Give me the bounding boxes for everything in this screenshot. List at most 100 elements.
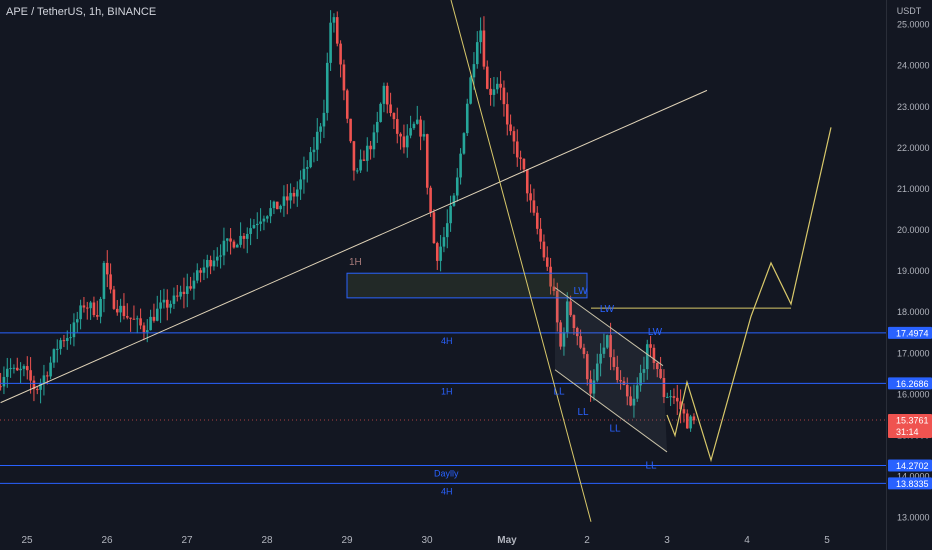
- candle-body: [589, 379, 592, 394]
- candle-body: [252, 225, 256, 229]
- candle: [509, 114, 512, 136]
- candle: [62, 334, 66, 348]
- candle-body: [469, 77, 472, 104]
- candle: [465, 98, 469, 137]
- candle-body: [142, 325, 146, 333]
- candle-body: [552, 286, 556, 291]
- candle: [349, 118, 352, 144]
- candle: [469, 75, 472, 105]
- candle-body: [639, 372, 642, 386]
- candle: [135, 315, 139, 334]
- candle-body: [129, 317, 132, 319]
- candle: [0, 372, 2, 391]
- candle-body: [485, 66, 489, 89]
- candle: [265, 215, 269, 223]
- candle: [665, 392, 669, 399]
- candle: [185, 273, 189, 308]
- y-tick-label: 25.0000: [897, 20, 930, 30]
- candle: [272, 200, 276, 215]
- candle-body: [82, 305, 86, 308]
- candle-body: [545, 257, 549, 267]
- candle-body: [295, 189, 299, 197]
- candle: [535, 206, 539, 235]
- axis-level-tag-bg: [888, 477, 932, 490]
- candle: [279, 204, 282, 213]
- candle-body: [15, 367, 19, 371]
- axis-level-tag: 14.2702: [888, 459, 932, 472]
- candle: [355, 167, 359, 174]
- candle: [315, 118, 319, 162]
- candle-body: [2, 376, 6, 387]
- candle: [572, 314, 576, 335]
- current-price-tag-bg: [888, 414, 932, 439]
- candle-body: [535, 212, 539, 229]
- candle: [105, 250, 109, 288]
- candle-body: [515, 141, 519, 158]
- candle-body: [162, 299, 166, 303]
- candle-body: [165, 299, 169, 308]
- candle: [9, 358, 12, 378]
- candle: [492, 76, 496, 107]
- chart-title: APE / TetherUS, 1h, BINANCE: [6, 6, 157, 18]
- candle: [642, 356, 646, 383]
- candle-body: [12, 367, 16, 369]
- candle-body: [59, 340, 62, 349]
- candle-body: [482, 30, 486, 67]
- candle-body: [279, 205, 282, 210]
- axis-level-tag-bg: [888, 377, 932, 390]
- candle: [322, 99, 326, 138]
- y-tick-label: 21.0000: [897, 184, 930, 194]
- x-tick-label: 5: [824, 535, 830, 546]
- price-axis-bg: [886, 0, 932, 550]
- candle: [319, 123, 322, 144]
- candle-body: [665, 396, 669, 398]
- candle: [425, 133, 429, 195]
- axis-level-tag-text: 17.4974: [896, 328, 929, 338]
- candle: [139, 308, 142, 330]
- candle-body: [355, 170, 359, 172]
- plot-area: 1H 4H 1H Daylly 4H LW LW LW LL LL LL LL: [0, 0, 886, 522]
- price-axis-divider: [886, 0, 887, 550]
- candle: [169, 300, 172, 314]
- level-tag: 4H: [441, 336, 453, 346]
- candle-body: [272, 201, 276, 209]
- candle: [389, 92, 392, 117]
- candle-body: [409, 128, 412, 136]
- candle: [2, 366, 6, 395]
- x-tick-label: 26: [101, 535, 113, 546]
- candle-body: [289, 192, 292, 201]
- candle-body: [449, 205, 452, 224]
- candle-body: [122, 305, 126, 317]
- candle-body: [679, 401, 682, 410]
- zone-rectangle: [346, 272, 588, 299]
- candle: [395, 107, 399, 144]
- candle-body: [459, 153, 462, 178]
- candle: [312, 137, 316, 163]
- candle-body: [72, 322, 76, 338]
- candle-body: [85, 307, 89, 309]
- candle-body: [539, 228, 542, 242]
- candle: [152, 303, 156, 323]
- candle-body: [35, 389, 39, 391]
- falling-trendline: [450, 0, 592, 522]
- candle: [292, 187, 296, 204]
- candle-body: [365, 145, 369, 161]
- candle: [515, 129, 519, 167]
- candle: [119, 298, 122, 323]
- candle: [612, 349, 616, 371]
- candle-body: [169, 303, 172, 308]
- candle: [555, 282, 559, 332]
- candle: [485, 60, 489, 90]
- candle-body: [89, 302, 92, 309]
- candle: [229, 228, 232, 255]
- candle-body: [455, 177, 459, 196]
- candle: [5, 357, 9, 388]
- level-tag: Daylly: [434, 468, 459, 478]
- candle: [15, 357, 19, 372]
- candle: [445, 209, 449, 249]
- candle: [222, 227, 226, 266]
- candle-body: [135, 318, 139, 320]
- candle-body: [49, 362, 52, 377]
